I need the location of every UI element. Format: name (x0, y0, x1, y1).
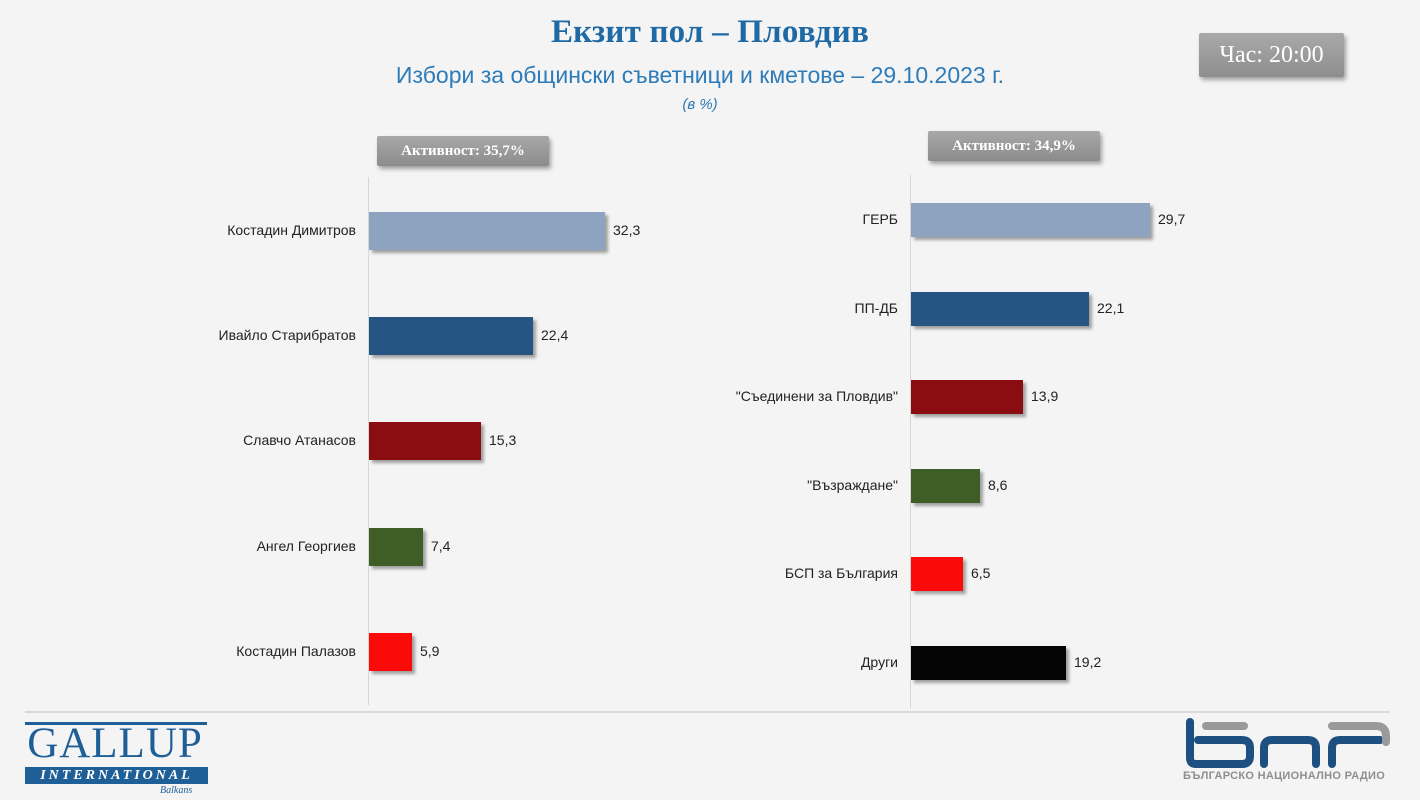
bar (369, 528, 423, 566)
category-label: ПП-ДБ (854, 299, 898, 316)
value-label: 19,2 (1074, 654, 1102, 670)
unit-label: (в %) (682, 96, 718, 113)
page-subtitle: Избори за общински съветници и кметове –… (395, 62, 1005, 88)
value-label: 8,6 (988, 476, 1008, 493)
value-label: 13,9 (1031, 388, 1059, 405)
value-label: 15,3 (489, 432, 517, 449)
bnr-logo-caption: БЪЛГАРСКО НАЦИОНАЛНО РАДИО (1183, 770, 1386, 782)
left-chart-axis (368, 177, 369, 705)
bar (911, 646, 1066, 680)
category-label: Други (860, 654, 898, 670)
category-label: Славчо Атанасов (243, 432, 356, 449)
value-label: 5,9 (420, 642, 440, 659)
category-label: "Възраждане" (807, 476, 898, 493)
bnr-logo: БЪЛГАРСКО НАЦИОНАЛНО РАДИО (1180, 718, 1395, 798)
right-turnout-badge: Активност: 34,9% (928, 131, 1100, 161)
right-chart-axis (910, 175, 911, 708)
gallup-logo-international: INTERNATIONAL (25, 767, 208, 784)
bar (369, 422, 481, 460)
value-label: 29,7 (1158, 211, 1186, 227)
gallup-logo-balkans: Balkans (160, 785, 193, 796)
category-label: Ивайло Старибратов (218, 327, 356, 344)
category-label: Костадин Димитров (227, 222, 356, 238)
gallup-logo-line (25, 722, 207, 725)
bar (369, 212, 605, 250)
footer-separator (25, 711, 1390, 713)
category-label: "Съединени за Пловдив" (735, 388, 898, 405)
value-label: 32,3 (613, 222, 641, 238)
value-label: 7,4 (431, 537, 451, 554)
category-label: БСП за България (784, 565, 898, 582)
value-label: 6,5 (971, 565, 991, 582)
bar (369, 633, 412, 671)
value-label: 22,4 (541, 327, 569, 344)
gallup-logo-word: GALLUP (27, 720, 203, 767)
bar (369, 317, 533, 355)
bar (911, 380, 1023, 414)
category-label: ГЕРБ (862, 211, 898, 227)
bnr-logo-icon (1186, 718, 1390, 768)
page-title: Екзит пол – Пловдив (550, 14, 870, 50)
gallup-logo: GALLUP INTERNATIONAL Balkans (20, 720, 210, 800)
bar (911, 469, 980, 503)
time-badge: Час: 20:00 (1199, 33, 1344, 77)
category-label: Костадин Палазов (236, 642, 356, 659)
bar (911, 203, 1150, 237)
bar (911, 292, 1089, 326)
category-label: Ангел Георгиев (256, 537, 356, 554)
bar (911, 557, 963, 591)
left-turnout-badge: Активност: 35,7% (377, 136, 549, 166)
value-label: 22,1 (1097, 299, 1125, 316)
